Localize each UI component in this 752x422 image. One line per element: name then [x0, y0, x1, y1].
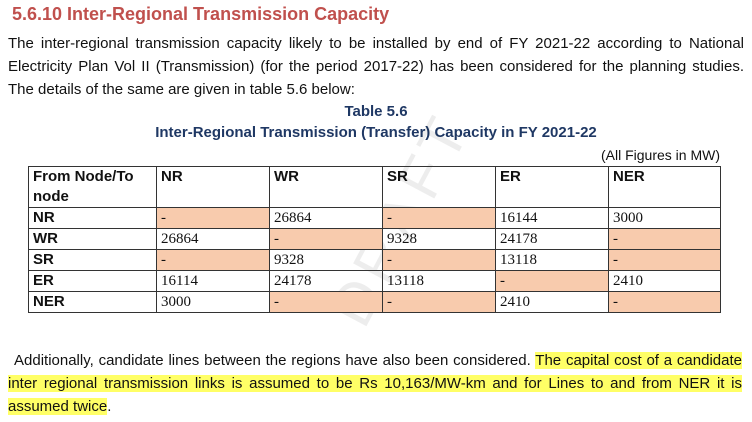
- row-label: NR: [28, 207, 157, 229]
- header-er: ER: [495, 166, 609, 208]
- table-cell: -: [495, 270, 609, 292]
- table-cell: 26864: [269, 207, 383, 229]
- table-cell: 24178: [495, 228, 609, 250]
- table-cell: -: [382, 291, 496, 313]
- table-cell: -: [608, 291, 721, 313]
- header-from-to: From Node/To node: [28, 166, 157, 208]
- footer-end-text: .: [107, 398, 112, 415]
- row-label: SR: [28, 249, 157, 271]
- table-cell: 26864: [156, 228, 270, 250]
- table-cell: -: [156, 207, 270, 229]
- table-cell: -: [608, 228, 721, 250]
- table-cell: -: [269, 228, 383, 250]
- table-cell: -: [382, 249, 496, 271]
- table-number: Table 5.6: [344, 103, 408, 120]
- table-cell: 13118: [495, 249, 609, 271]
- table-row: NER 3000 - - 2410 -: [28, 291, 721, 313]
- table-cell: 9328: [382, 228, 496, 250]
- table-cell: 13118: [382, 270, 496, 292]
- header-ner: NER: [608, 166, 721, 208]
- table-row: ER 16114 24178 13118 - 2410: [28, 270, 721, 292]
- capacity-table: From Node/To node NR WR SR ER NER NR - 2…: [28, 166, 721, 313]
- footer-plain-text: Additionally, candidate lines between th…: [14, 352, 536, 369]
- row-label: WR: [28, 228, 157, 250]
- table-cell: 16114: [156, 270, 270, 292]
- units-note: (All Figures in MW): [600, 147, 720, 163]
- table-cell: -: [608, 249, 721, 271]
- table-cell: 3000: [156, 291, 270, 313]
- table-cell: 16144: [495, 207, 609, 229]
- header-wr: WR: [269, 166, 383, 208]
- table-row: SR - 9328 - 13118 -: [28, 249, 721, 271]
- intro-paragraph: The inter-regional transmission capacity…: [8, 35, 744, 98]
- row-label: NER: [28, 291, 157, 313]
- table-cell: 24178: [269, 270, 383, 292]
- table-header-row: From Node/To node NR WR SR ER NER: [28, 166, 721, 208]
- section-heading: 5.6.10 Inter-Regional Transmission Capac…: [12, 4, 390, 24]
- table-cell: 2410: [608, 270, 721, 292]
- table-cell: 2410: [495, 291, 609, 313]
- table-row: WR 26864 - 9328 24178 -: [28, 228, 721, 250]
- table-row: NR - 26864 - 16144 3000: [28, 207, 721, 229]
- table-cell: -: [382, 207, 496, 229]
- table-cell: 3000: [608, 207, 721, 229]
- header-sr: SR: [382, 166, 496, 208]
- table-title: Inter-Regional Transmission (Transfer) C…: [155, 124, 597, 141]
- footer-paragraph: Additionally, candidate lines between th…: [8, 349, 742, 418]
- row-label: ER: [28, 270, 157, 292]
- header-nr: NR: [156, 166, 270, 208]
- table-cell: -: [269, 291, 383, 313]
- table-cell: -: [156, 249, 270, 271]
- table-cell: 9328: [269, 249, 383, 271]
